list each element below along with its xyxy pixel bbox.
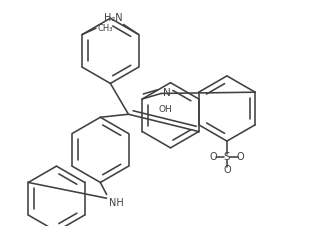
Text: NH: NH — [109, 198, 124, 208]
Text: O: O — [223, 165, 231, 175]
Text: H₂N: H₂N — [104, 12, 122, 22]
Text: N: N — [163, 88, 171, 98]
Text: O: O — [237, 152, 245, 162]
Text: OH: OH — [159, 105, 172, 114]
Text: S: S — [224, 152, 230, 162]
Text: CH₃: CH₃ — [97, 24, 113, 33]
Text: O: O — [209, 152, 217, 162]
